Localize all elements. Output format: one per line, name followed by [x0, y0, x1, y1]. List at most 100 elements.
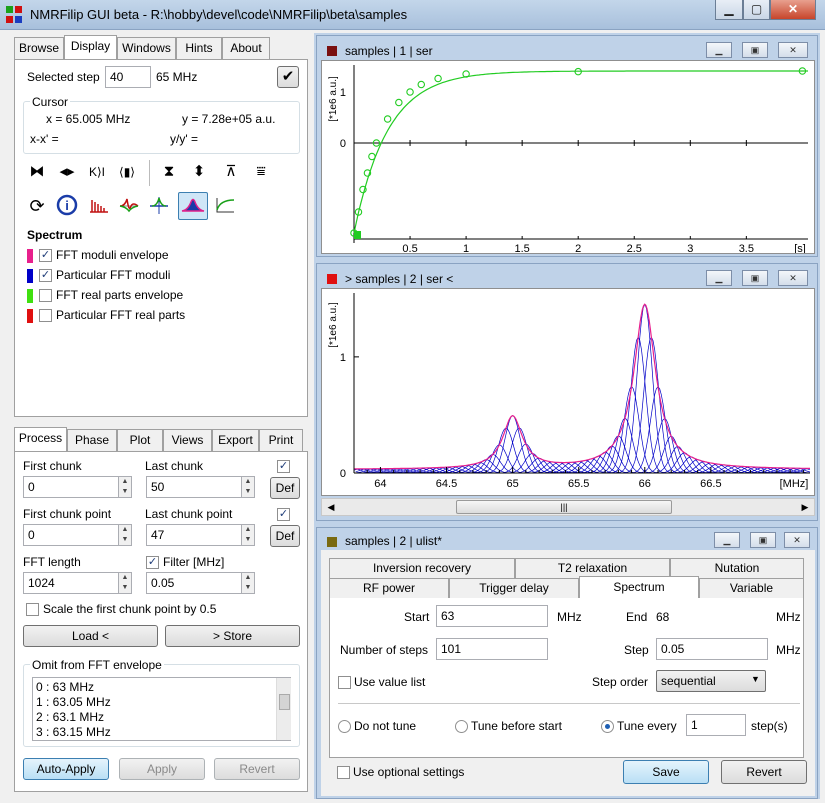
tab-rf-power[interactable]: RF power	[329, 578, 449, 598]
ulist-close-button[interactable]: ✕	[784, 532, 810, 548]
save-button[interactable]: Save	[623, 760, 709, 784]
tab-phase[interactable]: Phase	[67, 429, 117, 451]
last-chunk-point-spinner[interactable]: ▲ ▼	[241, 524, 255, 546]
store-button[interactable]: > Store	[165, 625, 300, 647]
title-bar[interactable]: NMRFilip GUI beta - R:\hobby\devel\code\…	[0, 0, 825, 30]
first-chunk-point-spinner[interactable]: ▲ ▼	[118, 524, 132, 546]
tab-inversion-recovery[interactable]: Inversion recovery	[329, 558, 515, 578]
tune-every-input[interactable]: 1	[686, 714, 746, 736]
decay-icon[interactable]	[213, 194, 237, 218]
auto-apply-button[interactable]: Auto-Apply	[23, 758, 109, 780]
plot1-restore-button[interactable]: ▣	[742, 42, 768, 58]
zoom-y-in-icon[interactable]: ⧗	[163, 163, 175, 180]
zoom-x-out-icon[interactable]: ◂▸	[59, 163, 75, 180]
phase-icon[interactable]	[147, 194, 171, 218]
tab-nutation[interactable]: Nutation	[670, 558, 804, 578]
last-chunk-point-checkbox[interactable]: ✓	[277, 508, 290, 521]
apply-button[interactable]: Apply	[119, 758, 205, 780]
tab-about[interactable]: About	[222, 37, 270, 59]
filter-input[interactable]: 0.05	[146, 572, 242, 594]
full-y-icon[interactable]: ⩸	[256, 163, 266, 180]
plot2-chart[interactable]: 64 64.5 65 65.5 66 66.5 [*1e6 a.u.] [MHz] 1 0	[321, 288, 815, 496]
legend-checkbox[interactable]	[39, 289, 52, 302]
last-chunk-input[interactable]: 50	[146, 476, 242, 498]
spectrum-icon[interactable]	[178, 192, 208, 220]
tune-none-radio[interactable]	[338, 720, 351, 733]
start-input[interactable]: 63	[436, 605, 548, 627]
tab-process[interactable]: Process	[14, 427, 67, 451]
filter-spinner[interactable]: ▲ ▼	[241, 572, 255, 594]
selected-step-input[interactable]: 40	[105, 66, 151, 88]
optional-settings-checkbox[interactable]	[337, 766, 350, 779]
maximize-button[interactable]: ▢	[743, 0, 770, 20]
info-icon[interactable]: i	[55, 194, 79, 218]
legend-checkbox[interactable]	[39, 309, 52, 322]
steps-input[interactable]: 101	[436, 638, 548, 660]
scrollbar-thumb[interactable]: |||	[456, 500, 672, 514]
load-button[interactable]: Load <	[23, 625, 158, 647]
scroll-left-icon[interactable]: ◀	[327, 502, 335, 512]
tab-display[interactable]: Display	[64, 35, 117, 59]
zoom-x-in-icon[interactable]: ⧓	[29, 163, 45, 180]
use-value-list-checkbox[interactable]	[338, 676, 351, 689]
scrollbar-thumb[interactable]	[279, 694, 290, 710]
plot1-chart[interactable]: 0.5 1 1.5 2 2.5 3 3.5 [*1e6 a.u.] [s] 1 0	[321, 60, 815, 254]
fit-x-icon[interactable]: K⟩I	[88, 165, 106, 179]
tab-browse[interactable]: Browse	[14, 37, 64, 59]
fit-y-icon[interactable]: ⊼	[225, 163, 237, 180]
tab-variable[interactable]: Variable	[699, 578, 804, 598]
confirm-check-button[interactable]: ✔	[277, 66, 299, 88]
omit-list-scrollbar[interactable]	[276, 678, 291, 740]
first-chunk-input[interactable]: 0	[23, 476, 119, 498]
refresh-icon[interactable]: ⟳	[29, 196, 45, 216]
close-button[interactable]: ✕	[770, 0, 816, 20]
last-chunk-point-input[interactable]: 47	[146, 524, 242, 546]
real-part-icon[interactable]	[117, 194, 141, 218]
list-item[interactable]: 3 : 63.15 MHz	[36, 725, 111, 739]
plot2-restore-button[interactable]: ▣	[742, 270, 768, 286]
fft-length-spinner[interactable]: ▲ ▼	[118, 572, 132, 594]
plot2-horizontal-scrollbar[interactable]: ◀ ||| ▶	[321, 498, 815, 516]
last-chunk-point-default-button[interactable]: Def	[270, 525, 300, 547]
list-item[interactable]: 1 : 63.05 MHz	[36, 695, 111, 709]
ulist-restore-button[interactable]: ▣	[750, 532, 776, 548]
tab-hints[interactable]: Hints	[176, 37, 222, 59]
fft-length-input[interactable]: 1024	[23, 572, 119, 594]
last-chunk-default-button[interactable]: Def	[270, 477, 300, 499]
legend-checkbox[interactable]: ✓	[39, 269, 52, 282]
ulist-revert-button[interactable]: Revert	[721, 760, 807, 784]
list-item[interactable]: 2 : 63.1 MHz	[36, 710, 105, 724]
revert-button[interactable]: Revert	[214, 758, 300, 780]
tab-plot[interactable]: Plot	[117, 429, 163, 451]
tab-views[interactable]: Views	[163, 429, 212, 451]
tab-trigger-delay[interactable]: Trigger delay	[449, 578, 579, 598]
fid-chunks-icon[interactable]	[87, 194, 111, 218]
last-chunk-checkbox[interactable]: ✓	[277, 460, 290, 473]
filter-checkbox[interactable]: ✓	[146, 556, 159, 569]
scroll-right-icon[interactable]: ▶	[801, 502, 809, 512]
first-chunk-spinner[interactable]: ▲ ▼	[118, 476, 132, 498]
zoom-y-out-icon[interactable]: ⬍	[192, 163, 206, 180]
plot2-close-button[interactable]: ✕	[778, 270, 808, 286]
last-chunk-spinner[interactable]: ▲ ▼	[241, 476, 255, 498]
tune-every-radio[interactable]	[601, 720, 614, 733]
tune-before-radio[interactable]	[455, 720, 468, 733]
tab-t2-relaxation[interactable]: T2 relaxation	[515, 558, 670, 578]
tab-export[interactable]: Export	[212, 429, 259, 451]
list-item[interactable]: 0 : 63 MHz	[36, 680, 95, 694]
legend-checkbox[interactable]: ✓	[39, 249, 52, 262]
plot1-minimize-button[interactable]: ▁	[706, 42, 732, 58]
step-input[interactable]: 0.05	[656, 638, 768, 660]
tab-windows[interactable]: Windows	[117, 37, 176, 59]
tab-print[interactable]: Print	[259, 429, 303, 451]
plot1-close-button[interactable]: ✕	[778, 42, 808, 58]
omit-list[interactable]: 0 : 63 MHz 1 : 63.05 MHz 2 : 63.1 MHz 3 …	[32, 677, 291, 741]
ulist-minimize-button[interactable]: ▁	[714, 532, 740, 548]
step-order-select[interactable]: sequential ▼	[656, 670, 766, 692]
minimize-button[interactable]: ▁	[715, 0, 743, 20]
first-chunk-point-input[interactable]: 0	[23, 524, 119, 546]
plot2-minimize-button[interactable]: ▁	[706, 270, 732, 286]
scale-checkbox[interactable]	[26, 603, 39, 616]
full-x-icon[interactable]: ⟨▮⟩	[119, 165, 135, 179]
tab-spectrum[interactable]: Spectrum	[579, 576, 699, 600]
